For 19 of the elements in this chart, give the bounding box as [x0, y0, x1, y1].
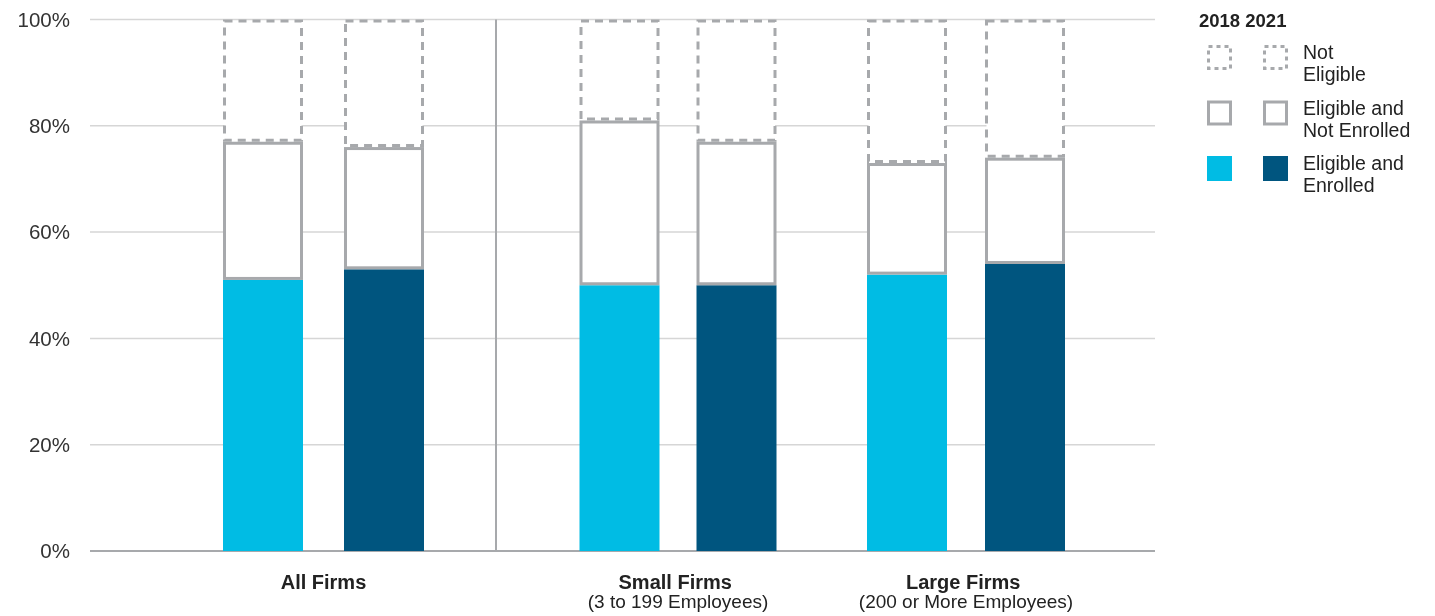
- legend-label: Eligible and Enrolled: [1303, 152, 1410, 196]
- bar: [579, 285, 660, 551]
- bar: [344, 269, 424, 551]
- bar: [696, 285, 777, 551]
- legend-label: Not Eligible: [1303, 41, 1366, 85]
- x-tick-label: Large Firms (200 or More Employees): [858, 571, 1074, 612]
- legend-title: 2018 2021: [1199, 10, 1287, 31]
- y-tick-label: 60%: [28, 220, 70, 244]
- bar: [223, 279, 303, 551]
- y-tick-label: 20%: [28, 432, 70, 456]
- y-tick-label: 40%: [28, 326, 70, 350]
- x-tick-label: All Firms: [280, 571, 367, 593]
- y-tick-label: 100%: [17, 7, 70, 31]
- y-tick-label: 0%: [40, 539, 70, 563]
- legend-label: Eligible and Not Enrolled: [1303, 96, 1411, 141]
- y-tick-label: 80%: [28, 113, 70, 137]
- bar: [985, 263, 1065, 551]
- x-tick-label: Small Firms (3 to 199 Employees): [587, 571, 769, 612]
- bar: [867, 274, 947, 551]
